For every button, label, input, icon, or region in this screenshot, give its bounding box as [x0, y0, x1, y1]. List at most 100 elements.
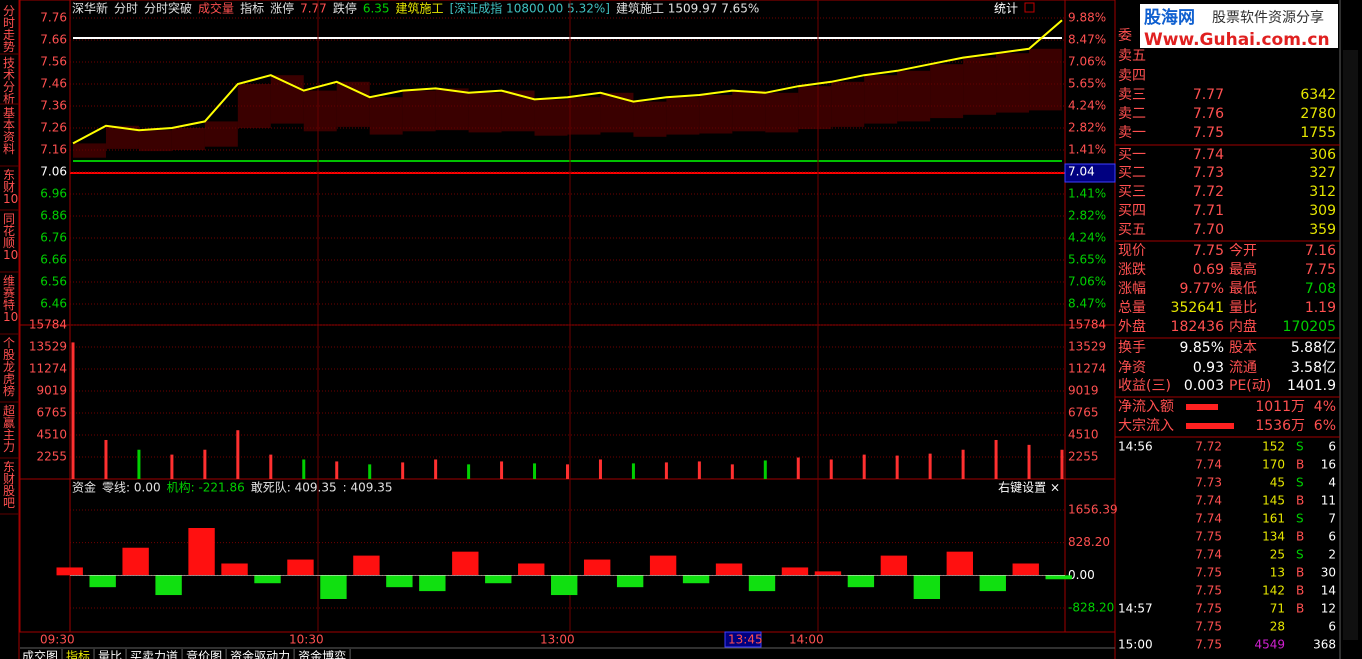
header-item: 指标	[240, 1, 264, 16]
price-fill	[237, 84, 271, 128]
fund-bar	[1012, 563, 1039, 576]
order-volume: 359	[1309, 222, 1336, 238]
side-tab[interactable]: 维赛特 10	[3, 274, 18, 324]
flow-value: 1011万	[1255, 399, 1305, 415]
trade-count: 4	[1328, 476, 1336, 490]
order-price: 7.73	[1193, 165, 1224, 181]
pct-label: 2.82%	[1068, 209, 1106, 223]
price-fill	[765, 92, 799, 133]
quote-value: 7.16	[1305, 243, 1336, 259]
flow-pct: 4%	[1314, 399, 1336, 415]
bottom-tab[interactable]: 资金博弈	[298, 649, 346, 659]
price-fill	[930, 64, 964, 119]
price-tick-label: 7.46	[40, 77, 67, 91]
time-label: 13:45	[728, 633, 763, 647]
fund-bar	[320, 575, 347, 599]
price-fill	[897, 70, 931, 122]
fund-bar	[386, 575, 413, 588]
order-volume: 309	[1309, 203, 1336, 219]
pct-label: 8.47%	[1068, 33, 1106, 47]
side-tab[interactable]: 同花顺 10	[3, 212, 18, 262]
quote-label: 涨跌	[1118, 262, 1146, 278]
bottom-tab[interactable]: 指标	[66, 649, 90, 659]
price-tick-label: 7.36	[40, 99, 67, 113]
price-fill	[138, 130, 172, 152]
side-tab[interactable]: 分时走势	[3, 4, 15, 54]
quote-value: 1401.9	[1287, 378, 1336, 394]
trade-volume: 170	[1262, 458, 1285, 472]
fund-legend: 机构: -221.86	[167, 480, 245, 495]
trade-volume: 13	[1270, 566, 1285, 580]
trade-price: 7.75	[1195, 638, 1222, 652]
order-label: 买五	[1118, 222, 1146, 238]
order-price: 7.74	[1193, 147, 1224, 163]
time-label: 13:00	[540, 633, 575, 647]
order-volume: 1755	[1300, 125, 1336, 141]
order-volume: 327	[1309, 165, 1336, 181]
trade-volume: 145	[1262, 494, 1285, 508]
trade-side: B	[1296, 566, 1304, 580]
price-fill	[1029, 48, 1062, 111]
price-tick-label: 7.06	[40, 165, 67, 179]
price-fill	[105, 125, 139, 149]
trade-side: S	[1296, 548, 1304, 562]
fund-bar	[814, 571, 842, 576]
trade-volume: 134	[1262, 530, 1285, 544]
fund-tick-label: 0.00	[1068, 568, 1095, 582]
price-tick-label: 6.66	[40, 253, 67, 267]
header-item: 建筑施工 1509.97 7.65%	[616, 1, 759, 16]
fund-bar	[979, 575, 1006, 592]
volume-bar	[533, 463, 537, 479]
stats-button[interactable]: 统计	[994, 2, 1018, 16]
trade-price: 7.74	[1195, 512, 1222, 526]
fund-bar	[89, 575, 116, 588]
trade-count: 14	[1321, 584, 1336, 598]
pct-label: 8.47%	[1068, 297, 1106, 311]
bottom-tab[interactable]: 买卖力道	[130, 650, 178, 659]
price-fill	[963, 57, 997, 115]
header-item: 深华新	[72, 1, 108, 16]
side-tab[interactable]: 基本资料	[3, 106, 15, 156]
side-tab[interactable]: 技术分析	[3, 56, 15, 106]
side-tab[interactable]: 东财股吧	[3, 460, 15, 510]
volume-bar	[368, 464, 372, 479]
pct-label: 4.24%	[1068, 99, 1106, 113]
price-fill	[534, 99, 568, 136]
order-label: 卖三	[1118, 87, 1146, 103]
pct-label: 4.24%	[1068, 231, 1106, 245]
side-tab[interactable]: 个股龙虎榜	[3, 336, 15, 398]
volume-bar	[631, 463, 635, 479]
fund-settings[interactable]: 右键设置 ×	[998, 480, 1060, 495]
bottom-tab[interactable]: 量比	[98, 650, 122, 659]
volume-bar	[928, 453, 932, 479]
volume-bar	[500, 461, 504, 479]
trade-price: 7.75	[1195, 584, 1222, 598]
quote-value: 1.19	[1305, 300, 1336, 316]
volume-bar	[961, 449, 965, 479]
fund-bar	[1045, 575, 1072, 580]
flow-bar	[1186, 404, 1218, 410]
volume-bar	[697, 461, 701, 479]
trade-price: 7.74	[1195, 458, 1222, 472]
trade-side: S	[1296, 476, 1304, 490]
trade-count: 2	[1328, 548, 1336, 562]
trade-count: 368	[1313, 638, 1336, 652]
trade-price: 7.75	[1195, 602, 1222, 616]
volume-bar	[434, 459, 438, 479]
side-tab[interactable]: 超赢主力	[3, 403, 15, 454]
close-box[interactable]	[1024, 2, 1035, 13]
fund-bar	[682, 575, 710, 584]
header-item: 分时突破	[144, 1, 192, 16]
trade-volume: 161	[1262, 512, 1285, 526]
trade-volume: 4549	[1254, 638, 1285, 652]
quote-value: 170205	[1283, 319, 1336, 335]
price-tick-label: 7.56	[40, 55, 67, 69]
bottom-tab[interactable]: 资金驱动力	[230, 649, 290, 659]
bottom-tab[interactable]: 成交图	[22, 649, 58, 659]
side-tab[interactable]: 东财 10	[3, 168, 18, 206]
fund-bar	[649, 555, 677, 576]
price-fill	[699, 95, 733, 134]
base-label: 7.04	[1068, 165, 1095, 179]
bottom-tab[interactable]: 竞价图	[186, 650, 222, 659]
order-label: 卖四	[1118, 68, 1146, 84]
